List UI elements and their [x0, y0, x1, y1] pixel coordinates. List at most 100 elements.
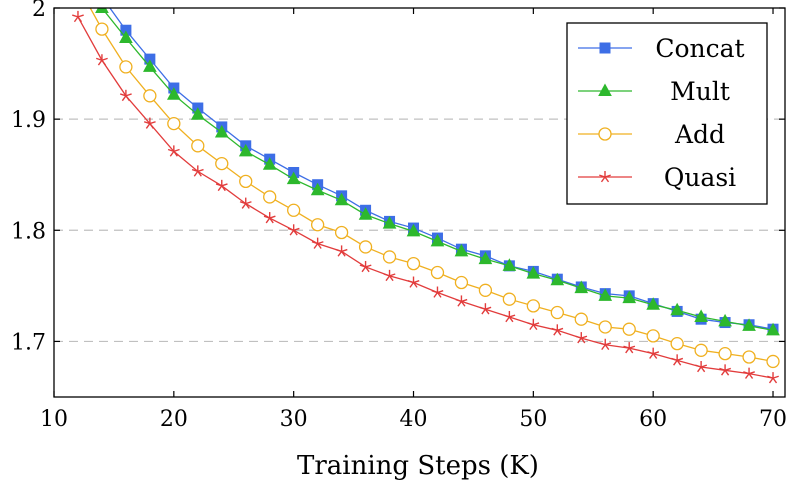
data-point	[383, 269, 396, 282]
data-point	[335, 245, 348, 257]
star-arm	[383, 273, 390, 277]
star-arm	[767, 375, 774, 379]
star-arm	[169, 150, 175, 157]
data-point	[671, 354, 684, 366]
star-arm	[412, 282, 418, 288]
data-point	[574, 312, 588, 326]
data-point	[719, 364, 732, 376]
data-point	[646, 329, 660, 343]
star-arm	[505, 316, 510, 323]
data-point	[143, 89, 157, 103]
star-arm	[436, 292, 442, 298]
star-arm	[197, 170, 202, 177]
y-tick-label: 2	[32, 0, 46, 22]
star-arm	[581, 335, 588, 339]
data-point	[119, 89, 132, 102]
star-arm	[73, 16, 79, 23]
data-point	[334, 225, 349, 240]
data-point	[167, 145, 180, 157]
data-point	[766, 322, 780, 336]
star-arm	[533, 322, 540, 326]
star-arm	[599, 174, 606, 178]
star-arm	[484, 308, 490, 315]
data-point	[311, 237, 324, 249]
data-point	[622, 290, 637, 304]
data-point	[742, 318, 756, 331]
star-arm	[293, 227, 300, 231]
star-arm	[599, 342, 606, 346]
data-point	[287, 203, 301, 217]
data-point	[214, 124, 229, 138]
data-point	[598, 288, 613, 301]
star-arm	[508, 316, 514, 323]
data-point	[599, 338, 612, 351]
data-point	[694, 343, 708, 357]
data-point	[526, 266, 541, 279]
series-add	[89, 8, 780, 369]
star-arm	[628, 345, 636, 349]
star-arm	[197, 168, 204, 173]
star-arm	[605, 342, 612, 346]
star-arm	[341, 250, 346, 257]
x-tick-label: 60	[639, 407, 667, 432]
data-point	[599, 171, 611, 183]
star-arm	[239, 201, 246, 205]
data-point	[670, 302, 684, 316]
star-arm	[145, 123, 151, 129]
star-arm	[700, 366, 706, 373]
data-point	[551, 324, 564, 336]
star-arm	[167, 148, 175, 153]
x-tick-label: 70	[759, 407, 787, 432]
star-arm	[604, 176, 610, 183]
data-point	[695, 360, 708, 373]
star-arm	[748, 371, 755, 375]
data-point	[742, 350, 756, 364]
data-point	[310, 182, 325, 196]
star-arm	[437, 290, 444, 294]
star-arm	[676, 357, 684, 361]
star-arm	[623, 345, 630, 349]
data-point	[166, 87, 181, 100]
star-arm	[241, 203, 247, 209]
series-line-quasi	[77, 16, 774, 379]
data-point	[359, 260, 372, 273]
star-arm	[317, 243, 322, 249]
data-point	[743, 367, 755, 379]
data-point	[646, 297, 661, 310]
data-point	[287, 224, 300, 236]
x-tick-label: 40	[400, 407, 428, 432]
star-arm	[748, 373, 754, 379]
data-point	[430, 265, 445, 280]
data-point	[479, 303, 492, 315]
star-arm	[121, 95, 127, 102]
data-point	[455, 295, 468, 307]
data-point	[598, 127, 612, 141]
data-point	[263, 190, 277, 204]
data-point	[622, 322, 636, 336]
star-arm	[149, 121, 156, 125]
star-arm	[768, 377, 774, 384]
star-arm	[269, 215, 276, 219]
star-arm	[77, 14, 84, 18]
series-mult	[95, 8, 780, 336]
star-arm	[527, 322, 534, 326]
star-arm	[743, 371, 750, 375]
star-arm	[455, 298, 462, 303]
data-point	[190, 107, 205, 120]
star-arm	[289, 229, 295, 236]
star-arm	[557, 327, 564, 331]
star-arm	[245, 201, 252, 205]
data-point	[526, 299, 540, 313]
star-arm	[577, 337, 582, 344]
star-arm	[652, 351, 660, 355]
data-point	[215, 179, 228, 192]
data-point	[263, 212, 276, 224]
data-point	[670, 337, 684, 351]
star-arm	[457, 301, 463, 307]
series-quasi	[72, 10, 779, 384]
star-arm	[671, 357, 678, 361]
star-arm	[365, 264, 372, 268]
y-tick-label: 1.9	[11, 108, 46, 133]
star-arm	[173, 150, 178, 157]
star-arm	[143, 121, 151, 125]
